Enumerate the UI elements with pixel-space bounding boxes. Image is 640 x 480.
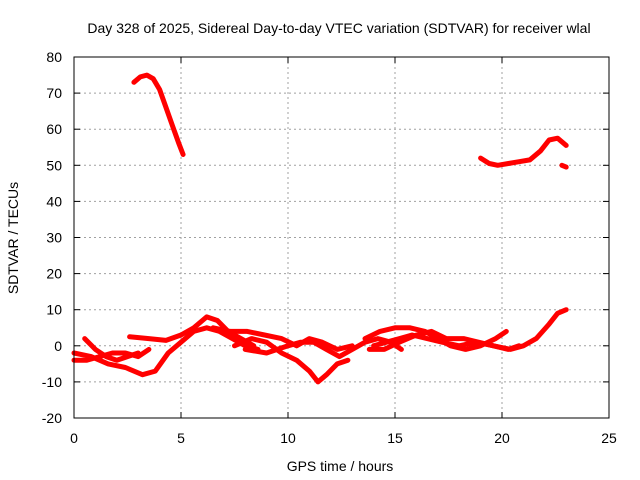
series-arc-10 [366,328,522,352]
y-tick-label: 80 [46,49,62,65]
x-tick-label: 15 [387,430,403,446]
x-axis-label: GPS time / hours [287,458,394,474]
y-axis-label: SDTVAR / TECUs [5,182,21,294]
series-group [71,72,569,385]
y-tick-label: 20 [46,266,62,282]
series-arc-2 [71,346,152,363]
y-tick-label: -20 [42,410,62,426]
x-tick-label: 0 [70,430,78,446]
x-tick-label: 5 [177,430,185,446]
series-arc-1 [71,325,261,378]
chart-title: Day 328 of 2025, Sidereal Day-to-day VTE… [87,20,590,36]
y-tick-label: 40 [46,193,62,209]
y-tick-label: 70 [46,85,62,101]
series-arc-3 [82,336,141,363]
y-tick-label: 30 [46,230,62,246]
series-arc-high-tail [559,162,569,170]
y-tick-label: 60 [46,121,62,137]
axis-ticks: 0 5 10 15 20 25 -20 -10 0 10 20 30 40 50 60 70 80 [42,49,617,446]
series-arc-6 [232,336,351,385]
y-tick-label: -10 [42,374,62,390]
x-tick-label: 10 [280,430,296,446]
series-arc-7 [242,336,404,360]
y-tick-label: 0 [54,338,62,354]
series-arc-high-evening [478,135,569,168]
series-arc-high-morning [131,72,186,157]
x-tick-label: 25 [601,430,617,446]
series-arc-5 [210,325,355,352]
x-tick-label: 20 [494,430,510,446]
y-tick-label: 50 [46,157,62,173]
y-tick-label: 10 [46,302,62,318]
series-arc-4 [127,314,257,349]
